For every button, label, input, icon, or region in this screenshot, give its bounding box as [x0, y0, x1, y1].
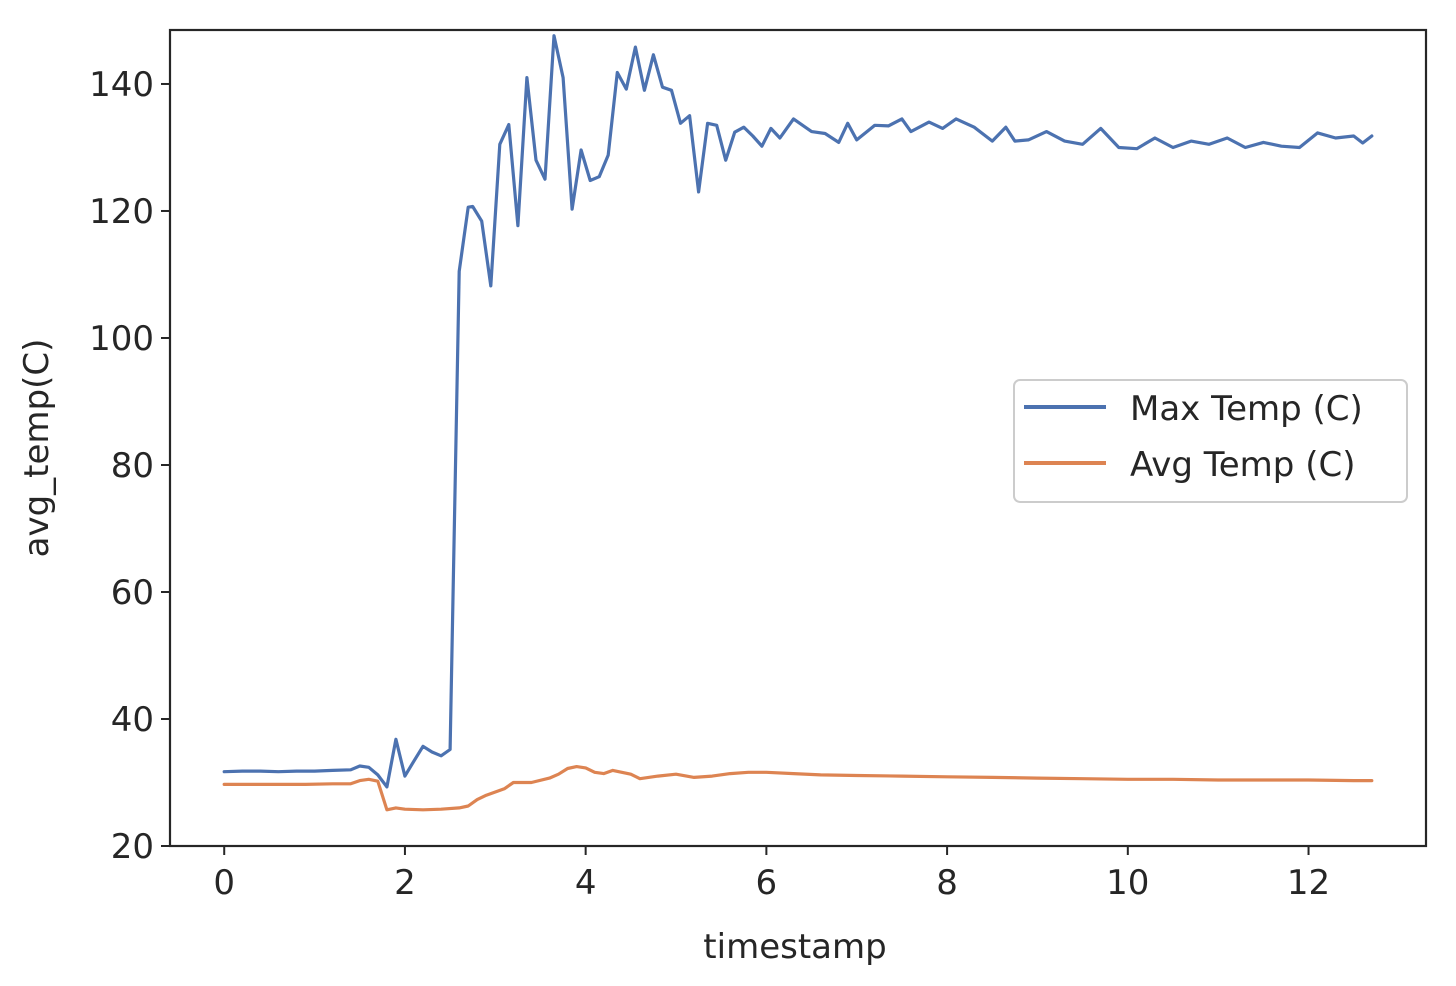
legend: Max Temp (C) Avg Temp (C)	[1013, 379, 1408, 503]
x-tick-label: 12	[1287, 863, 1330, 903]
y-tick-label: 60	[111, 573, 154, 613]
x-tick-label: 6	[756, 863, 778, 903]
plot-frame	[168, 28, 1428, 848]
legend-label-avg-temp: Avg Temp (C)	[1130, 445, 1355, 485]
y-tick-label: 20	[111, 827, 154, 867]
y-axis-label: avg_temp(C)	[17, 339, 57, 558]
x-tick-label: 10	[1106, 863, 1149, 903]
y-tick-label: 120	[89, 192, 154, 232]
legend-frame	[1013, 379, 1408, 503]
y-tick-label: 100	[89, 319, 154, 359]
x-axis: 0 2 4 6 8 10 12	[213, 846, 1330, 903]
series-line-max-temp-c	[222, 34, 1374, 789]
x-tick-label: 4	[575, 863, 597, 903]
series-layer	[222, 34, 1374, 812]
y-tick-label: 140	[89, 65, 154, 105]
x-tick-label: 2	[394, 863, 416, 903]
series-line-avg-temp-c	[222, 764, 1374, 812]
legend-label-max-temp: Max Temp (C)	[1130, 389, 1363, 429]
x-tick-label: 0	[213, 863, 235, 903]
x-tick-label: 8	[936, 863, 958, 903]
y-tick-label: 80	[111, 446, 154, 486]
x-axis-label: timestamp	[703, 927, 886, 967]
y-axis: 20 40 60 80 100 120 140	[89, 65, 170, 867]
y-tick-label: 40	[111, 700, 154, 740]
